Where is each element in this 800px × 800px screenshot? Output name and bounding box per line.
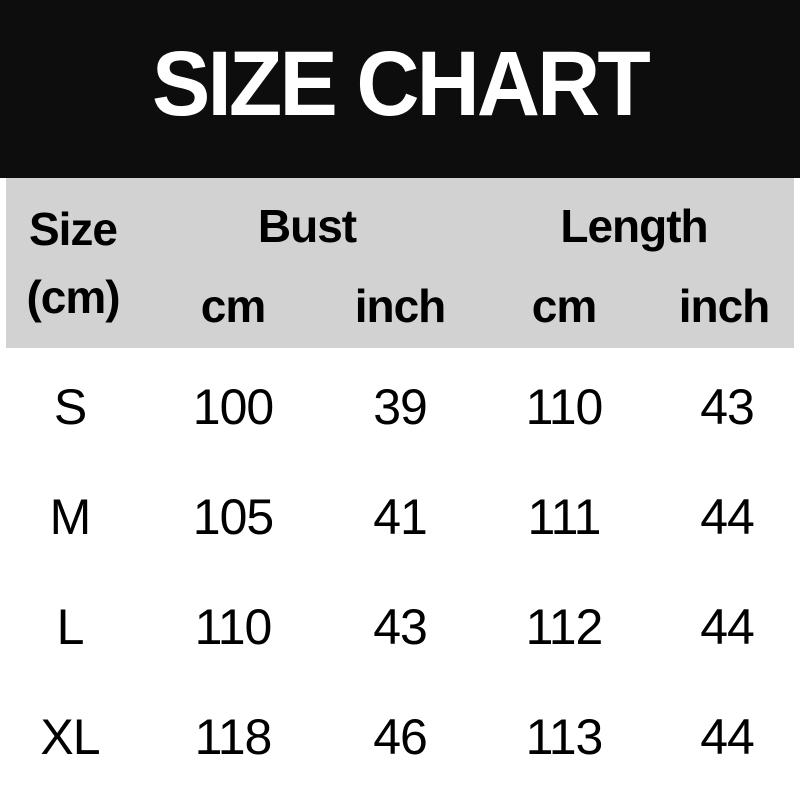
banner: SIZE CHART — [0, 0, 800, 178]
cell-bust-inch: 46 — [373, 709, 428, 765]
cell-size: M — [49, 489, 92, 545]
table-row-xl: XL 118 46 113 44 — [0, 682, 800, 792]
cell-length-inch: 44 — [700, 709, 755, 765]
table-body: S 100 39 110 43 M 105 41 111 44 L 110 43… — [0, 348, 800, 792]
cell-size: XL — [40, 709, 100, 765]
cell-bust-inch: 39 — [373, 379, 428, 435]
subheader-length-cm: cm — [531, 279, 597, 332]
col-group-length: Length — [560, 199, 708, 252]
cell-length-cm: 111 — [527, 489, 601, 545]
table-row-m: M 105 41 111 44 — [0, 462, 800, 572]
col-header-size: Size (cm) — [6, 178, 140, 348]
cell-bust-cm: 105 — [192, 489, 274, 545]
cell-bust-cm: 118 — [194, 709, 273, 765]
cell-bust-cm: 110 — [194, 599, 273, 655]
size-unit-label: (cm) — [26, 271, 120, 323]
cell-bust-inch: 43 — [373, 599, 428, 655]
subheader-length-inch: inch — [678, 279, 771, 332]
col-group-bust: Bust — [257, 199, 357, 252]
cell-bust-inch: 41 — [373, 489, 428, 545]
cell-length-cm: 110 — [525, 379, 604, 435]
cell-length-cm: 113 — [525, 709, 604, 765]
table-row-l: L 110 43 112 44 — [0, 572, 800, 682]
cell-length-inch: 44 — [700, 599, 755, 655]
subheader-bust-inch: inch — [354, 279, 447, 332]
cell-length-cm: 112 — [525, 599, 604, 655]
cell-length-inch: 44 — [700, 489, 755, 545]
size-label: Size — [28, 203, 118, 255]
subheader-bust-cm: cm — [200, 279, 266, 332]
table-row-s: S 100 39 110 43 — [0, 352, 800, 462]
cell-bust-cm: 100 — [192, 379, 274, 435]
cell-size: S — [53, 379, 87, 435]
table-header-band: Size (cm) Bust Length cm inch cm inch — [6, 178, 794, 348]
cell-size: L — [56, 599, 85, 655]
page-title: SIZE CHART — [152, 32, 651, 135]
cell-length-inch: 43 — [700, 379, 755, 435]
